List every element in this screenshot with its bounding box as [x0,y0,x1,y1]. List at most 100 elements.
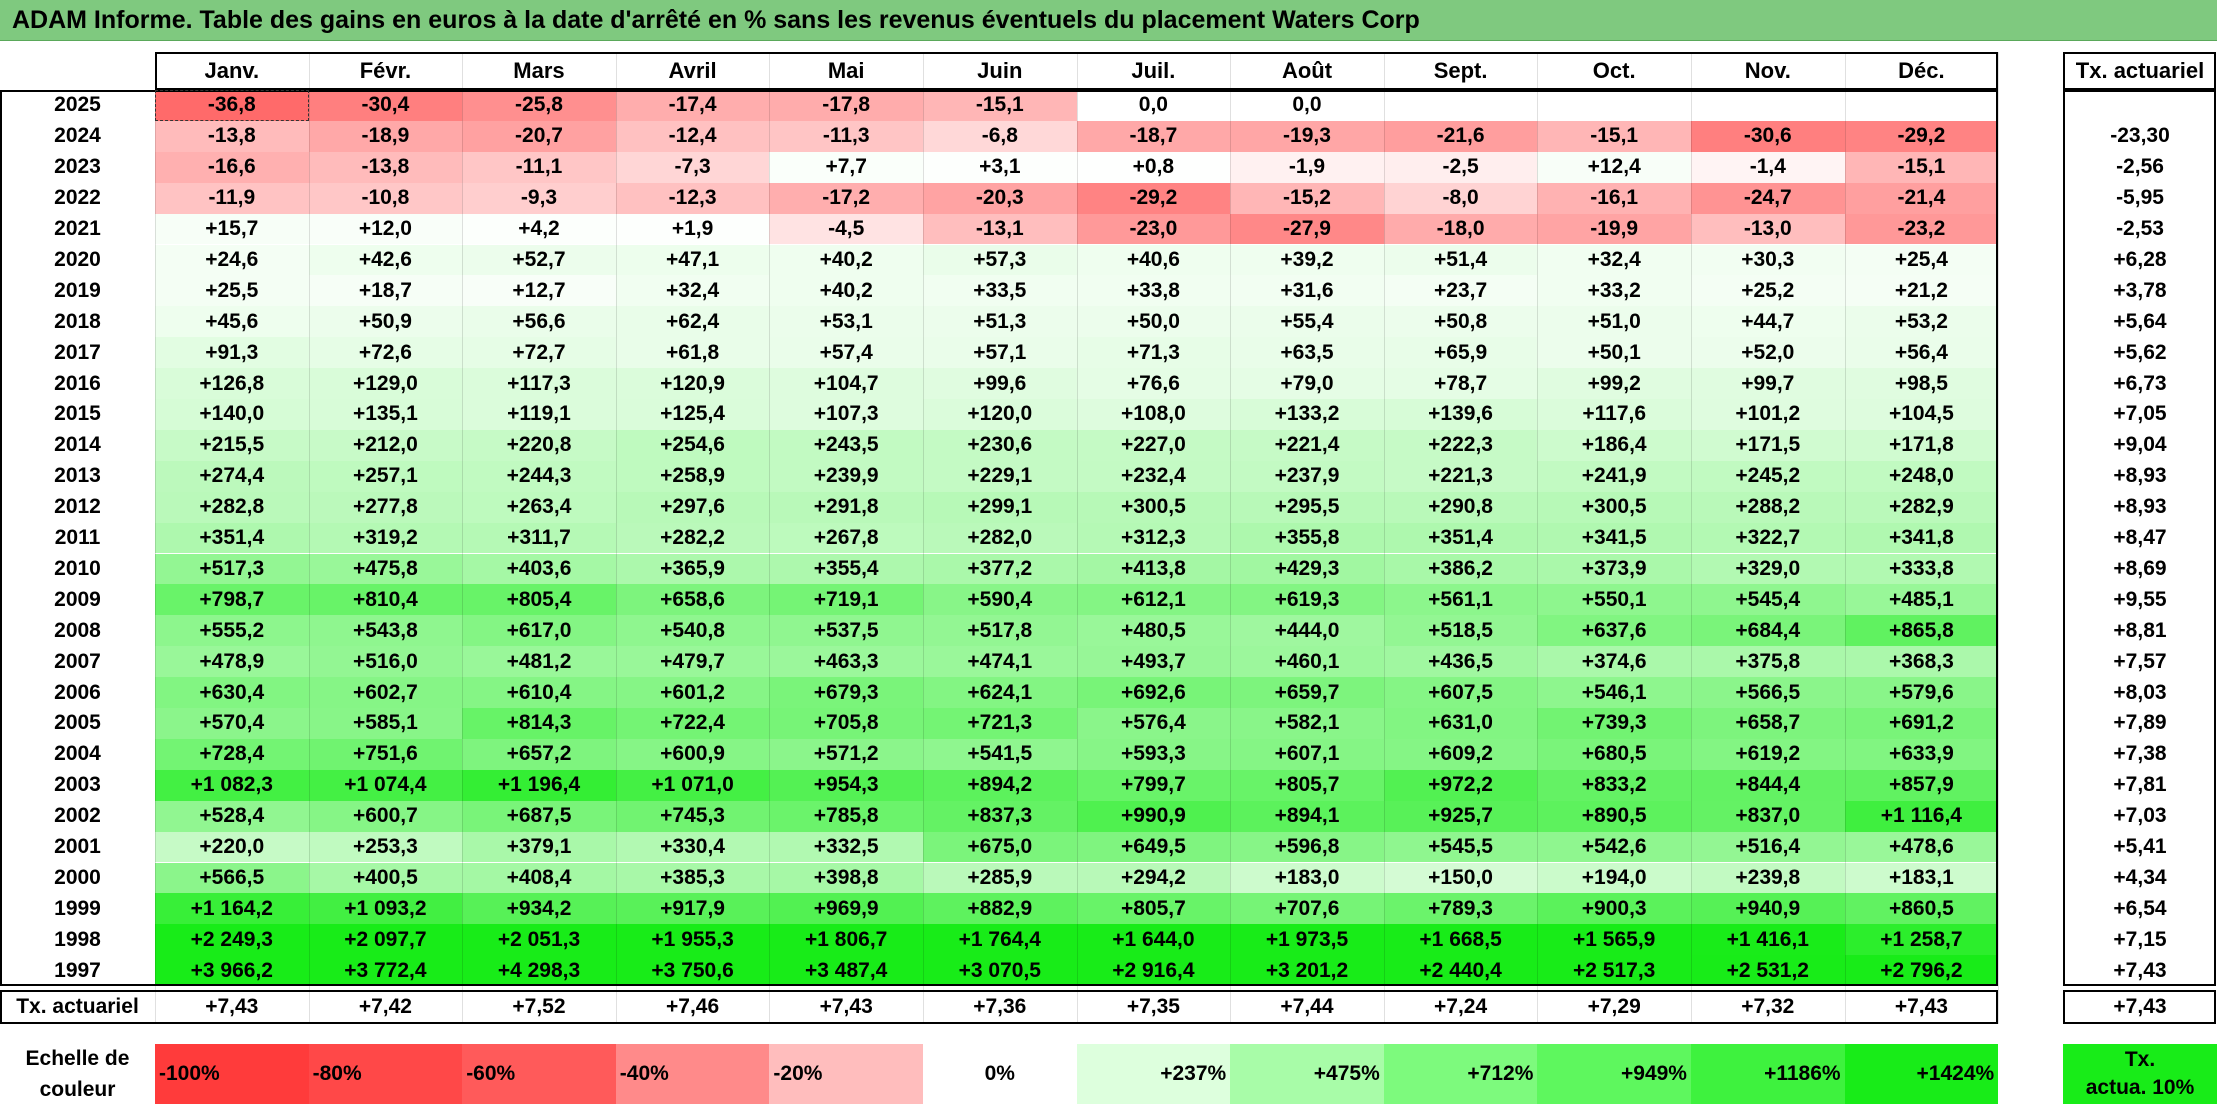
grid-divider [615,52,617,1025]
table-cell: +2 796,2 [1844,955,1999,987]
footer-cell: +7,42 [358,995,412,1019]
table-cell: +408,4 [462,862,616,894]
table-cell: -23,0 [1076,213,1231,245]
table-cell: +413,8 [1076,553,1231,585]
table-cell: +679,3 [769,677,923,708]
table-cell: +51,3 [923,306,1077,338]
table-cell: +47,1 [615,244,770,276]
footer-cell: +7,43 [1894,995,1948,1019]
table-cell: +76,6 [1076,368,1231,399]
table-cell: +1 164,2 [155,893,309,925]
table-cell: +241,9 [1537,460,1691,492]
month-header: Oct. [1592,58,1636,83]
table-cell: +934,2 [462,893,616,925]
table-cell: -9,3 [462,182,616,214]
table-cell: +365,9 [615,553,770,585]
table-cell: +368,3 [1844,646,1999,678]
table-cell: +860,5 [1844,893,1999,925]
footer-cell: +7,29 [1587,995,1641,1019]
table-cell: +25,5 [155,275,309,307]
table-cell: +40,2 [769,275,923,307]
table-cell: -17,4 [615,90,770,121]
table-cell: +540,8 [615,615,770,647]
year-label: 2022 [54,186,101,210]
table-cell: +239,8 [1691,862,1845,894]
rate-cell: +6,28 [2113,247,2167,271]
table-cell: +51,0 [1537,306,1691,338]
table-cell: +319,2 [308,522,463,554]
table-cell: +23,7 [1383,275,1538,307]
table-cell: +117,6 [1537,399,1691,430]
year-label: 2023 [54,155,101,179]
legend-rate-line: actua. 10% [2085,1076,2195,1099]
table-cell: +2 051,3 [462,924,616,956]
table-cell: +99,6 [923,368,1077,399]
rate-cell: +6,73 [2113,371,2167,395]
year-label: 2005 [54,711,101,735]
year-label: 2000 [54,865,101,889]
table-cell [1844,90,1999,121]
table-cell: +692,6 [1076,677,1231,708]
table-cell: +42,6 [308,244,463,276]
table-cell: +805,7 [1230,769,1384,801]
table-cell: -29,2 [1844,120,1999,152]
table-cell: -11,3 [769,120,923,152]
year-label: 2010 [54,556,101,580]
table-cell: -13,1 [923,213,1077,245]
table-cell: -24,7 [1691,182,1845,214]
year-label: 2018 [54,309,101,333]
table-cell: +707,6 [1230,893,1384,925]
table-cell: +398,8 [769,862,923,894]
legend-swatch: +237% [1076,1044,1231,1104]
rate-cell: +6,54 [2113,896,2167,920]
table-cell: +99,7 [1691,368,1845,399]
table-cell: +607,5 [1383,677,1538,708]
table-cell: +566,5 [155,862,309,894]
table-cell: +1 074,4 [308,769,463,801]
table-cell: +579,6 [1844,677,1999,708]
table-cell: -1,4 [1691,151,1845,183]
table-cell: -19,9 [1537,213,1691,245]
footer-cell: +7,36 [973,995,1027,1019]
table-cell: +282,2 [615,522,770,554]
table-cell: +585,1 [308,708,463,739]
table-cell: +40,6 [1076,244,1231,276]
table-cell: +237,9 [1230,460,1384,492]
table-cell: +126,8 [155,368,309,399]
table-cell: +799,7 [1076,769,1231,801]
rate-cell: +7,57 [2113,649,2167,673]
grid-divider [1844,52,1846,1025]
table-cell: -1,9 [1230,151,1384,183]
table-cell: +460,1 [1230,646,1384,678]
table-cell: +687,5 [462,800,616,832]
table-cell: +227,0 [1076,429,1231,461]
table-cell: +675,0 [923,831,1077,863]
table-cell: +299,1 [923,491,1077,523]
table-cell: +333,8 [1844,553,1999,585]
table-cell: +79,0 [1230,368,1384,399]
table-cell: +593,3 [1076,738,1231,770]
year-label: 2021 [54,217,101,241]
table-cell: +617,0 [462,615,616,647]
legend-label-line: Echelle de [25,1047,130,1070]
table-cell: +374,6 [1537,646,1691,678]
rate-cell: +8,93 [2113,495,2167,519]
table-cell: +277,8 [308,491,463,523]
month-header: Déc. [1898,58,1945,83]
table-cell: +1 082,3 [155,769,309,801]
year-label: 1998 [54,927,101,951]
table-cell: +596,8 [1230,831,1384,863]
legend-label: Echelle de couleur [0,1044,155,1104]
table-cell: +637,6 [1537,615,1691,647]
table-cell: +62,4 [615,306,770,338]
table-cell: -15,1 [1537,120,1691,152]
table-cell: -16,6 [155,151,309,183]
table-cell: +386,2 [1383,553,1538,585]
table-cell: +478,9 [155,646,309,678]
legend-swatch: -20% [769,1044,923,1104]
table-cell: +1 973,5 [1230,924,1384,956]
cell-selection-outline [155,90,309,121]
table-cell: +1 668,5 [1383,924,1538,956]
month-header: Févr. [359,58,412,83]
table-cell: +463,3 [769,646,923,678]
